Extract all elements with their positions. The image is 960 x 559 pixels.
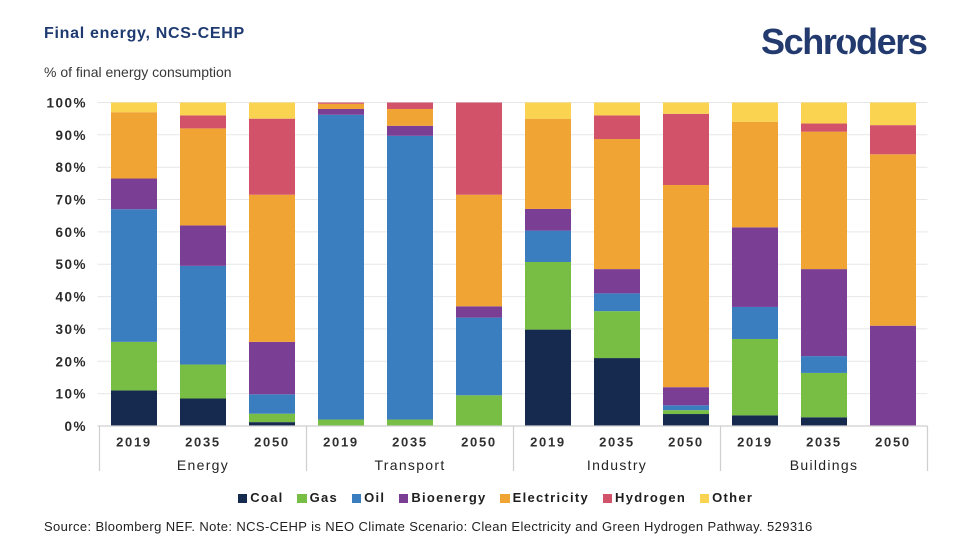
svg-text:2035: 2035 bbox=[806, 435, 842, 450]
svg-text:2035: 2035 bbox=[599, 435, 635, 450]
svg-text:2050: 2050 bbox=[875, 435, 911, 450]
svg-text:70%: 70% bbox=[55, 193, 87, 208]
svg-text:10%: 10% bbox=[55, 387, 87, 402]
svg-text:Industry: Industry bbox=[587, 457, 647, 473]
svg-text:0%: 0% bbox=[64, 419, 87, 434]
svg-text:50%: 50% bbox=[55, 257, 87, 272]
svg-text:2019: 2019 bbox=[737, 435, 773, 450]
svg-text:2050: 2050 bbox=[461, 435, 497, 450]
svg-text:2035: 2035 bbox=[185, 435, 221, 450]
svg-text:Transport: Transport bbox=[374, 457, 445, 473]
svg-text:40%: 40% bbox=[55, 290, 87, 305]
svg-text:30%: 30% bbox=[55, 322, 87, 337]
svg-text:2050: 2050 bbox=[668, 435, 704, 450]
svg-text:2035: 2035 bbox=[392, 435, 428, 450]
svg-text:90%: 90% bbox=[55, 128, 87, 143]
svg-text:80%: 80% bbox=[55, 160, 87, 175]
svg-text:2019: 2019 bbox=[116, 435, 152, 450]
svg-text:100%: 100% bbox=[46, 96, 87, 111]
svg-text:2019: 2019 bbox=[323, 435, 359, 450]
svg-text:2019: 2019 bbox=[530, 435, 566, 450]
svg-text:20%: 20% bbox=[55, 354, 87, 369]
svg-text:2050: 2050 bbox=[254, 435, 290, 450]
svg-text:Energy: Energy bbox=[177, 457, 229, 473]
svg-text:60%: 60% bbox=[55, 225, 87, 240]
svg-text:Buildings: Buildings bbox=[790, 457, 859, 473]
